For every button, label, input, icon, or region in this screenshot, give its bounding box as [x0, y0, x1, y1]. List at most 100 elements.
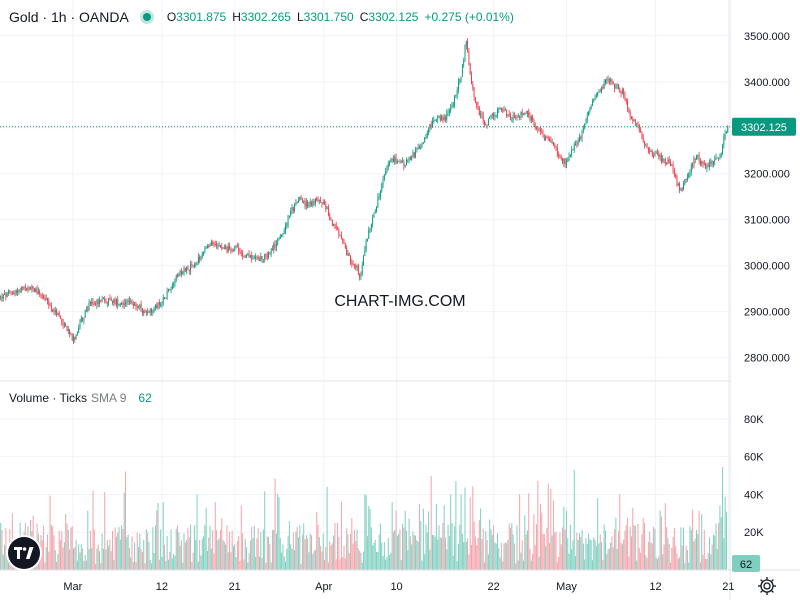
candle-body	[597, 92, 598, 96]
candle-body	[64, 324, 65, 325]
volume-bar	[370, 509, 371, 570]
volume-bar	[570, 525, 571, 570]
candle-body	[264, 254, 265, 260]
candle-body	[215, 244, 216, 245]
volume-bar	[436, 504, 437, 570]
candle-body	[148, 312, 149, 313]
gear-icon[interactable]	[757, 576, 777, 596]
candle-body	[266, 254, 267, 256]
volume-bar	[95, 564, 96, 570]
volume-tick-label: 80K	[744, 414, 764, 426]
candle-body	[690, 172, 691, 174]
volume-bar	[517, 525, 518, 570]
candle-body	[497, 110, 498, 115]
candle-body	[107, 303, 108, 304]
candle-body	[236, 247, 237, 248]
candle-body	[28, 287, 29, 290]
symbol-title[interactable]: Gold · 1h · OANDA	[9, 9, 129, 25]
candle-body	[80, 322, 81, 328]
volume-bar	[619, 494, 620, 570]
volume-bar	[541, 512, 542, 570]
volume-bar	[476, 545, 477, 570]
volume-bar	[219, 538, 220, 570]
candle-body	[592, 101, 593, 106]
candle-body	[695, 159, 696, 160]
candle-body	[137, 306, 138, 307]
volume-bar	[389, 555, 390, 570]
volume-bar	[87, 511, 88, 570]
volume-bar	[109, 539, 110, 570]
volume-bar	[661, 516, 662, 570]
volume-bar	[530, 549, 531, 570]
volume-bar	[613, 547, 614, 570]
candle-body	[333, 224, 334, 226]
volume-bar	[197, 495, 198, 570]
volume-bar	[76, 540, 77, 570]
candle-body	[256, 257, 257, 258]
volume-bar	[550, 489, 551, 570]
time-tick-label: 12	[156, 581, 168, 593]
volume-legend[interactable]: Volume · Ticks SMA 9 62	[9, 390, 152, 406]
volume-bar	[575, 556, 576, 570]
tradingview-logo-icon[interactable]	[8, 537, 40, 569]
candle-body	[280, 236, 281, 239]
symbol-legend[interactable]: Gold · 1h · OANDA O 3301.875 H 3302.265 …	[9, 7, 520, 27]
volume-bar	[275, 478, 276, 570]
volume-bar	[319, 537, 320, 570]
candle-body	[96, 300, 97, 305]
volume-legend-name[interactable]: Volume · Ticks	[9, 391, 87, 405]
volume-bar	[420, 521, 421, 570]
volume-bar	[677, 554, 678, 570]
volume-bar	[268, 537, 269, 570]
volume-bar	[383, 556, 384, 570]
volume-bar	[425, 525, 426, 570]
volume-bar	[3, 555, 4, 570]
volume-bar	[145, 563, 146, 570]
volume-bar	[308, 552, 309, 570]
volume-bar	[488, 554, 489, 570]
volume-bar	[457, 561, 458, 570]
volume-bar	[364, 494, 365, 570]
candle-body	[446, 114, 447, 120]
volume-bar	[393, 532, 394, 570]
volume-bar	[610, 543, 611, 570]
volume-bar	[639, 548, 640, 570]
volume-bar	[587, 544, 588, 570]
volume-bar	[379, 534, 380, 570]
candle-body	[48, 301, 49, 306]
volume-bar	[726, 512, 727, 570]
volume-bar	[422, 561, 423, 570]
volume-bar	[82, 548, 83, 570]
candle-body	[450, 108, 451, 112]
candle-body	[664, 159, 665, 160]
candle-body	[480, 114, 481, 115]
volume-bar	[174, 556, 175, 570]
candle-body	[82, 318, 83, 321]
volume-bar	[64, 542, 65, 570]
volume-bar	[210, 526, 211, 570]
candle-body	[505, 109, 506, 110]
candle-body	[615, 85, 616, 88]
candle-body	[428, 129, 429, 132]
candle-body	[502, 110, 503, 111]
candle-body	[606, 80, 607, 81]
candle-body	[316, 198, 317, 200]
volume-bar	[718, 523, 719, 570]
candle-body	[396, 157, 397, 163]
candle-body	[686, 179, 687, 180]
candle-body	[323, 202, 324, 203]
candle-body	[418, 147, 419, 149]
candle-body	[439, 116, 440, 117]
volume-bar	[185, 542, 186, 570]
volume-bar	[146, 529, 147, 570]
volume-bar	[690, 526, 691, 570]
volume-bar	[398, 534, 399, 570]
candle-body	[185, 268, 186, 271]
volume-bar	[708, 553, 709, 570]
volume-bar	[285, 562, 286, 570]
volume-bar	[394, 530, 395, 570]
candle-body	[329, 215, 330, 220]
volume-bar	[306, 535, 307, 570]
candle-body	[241, 253, 242, 254]
